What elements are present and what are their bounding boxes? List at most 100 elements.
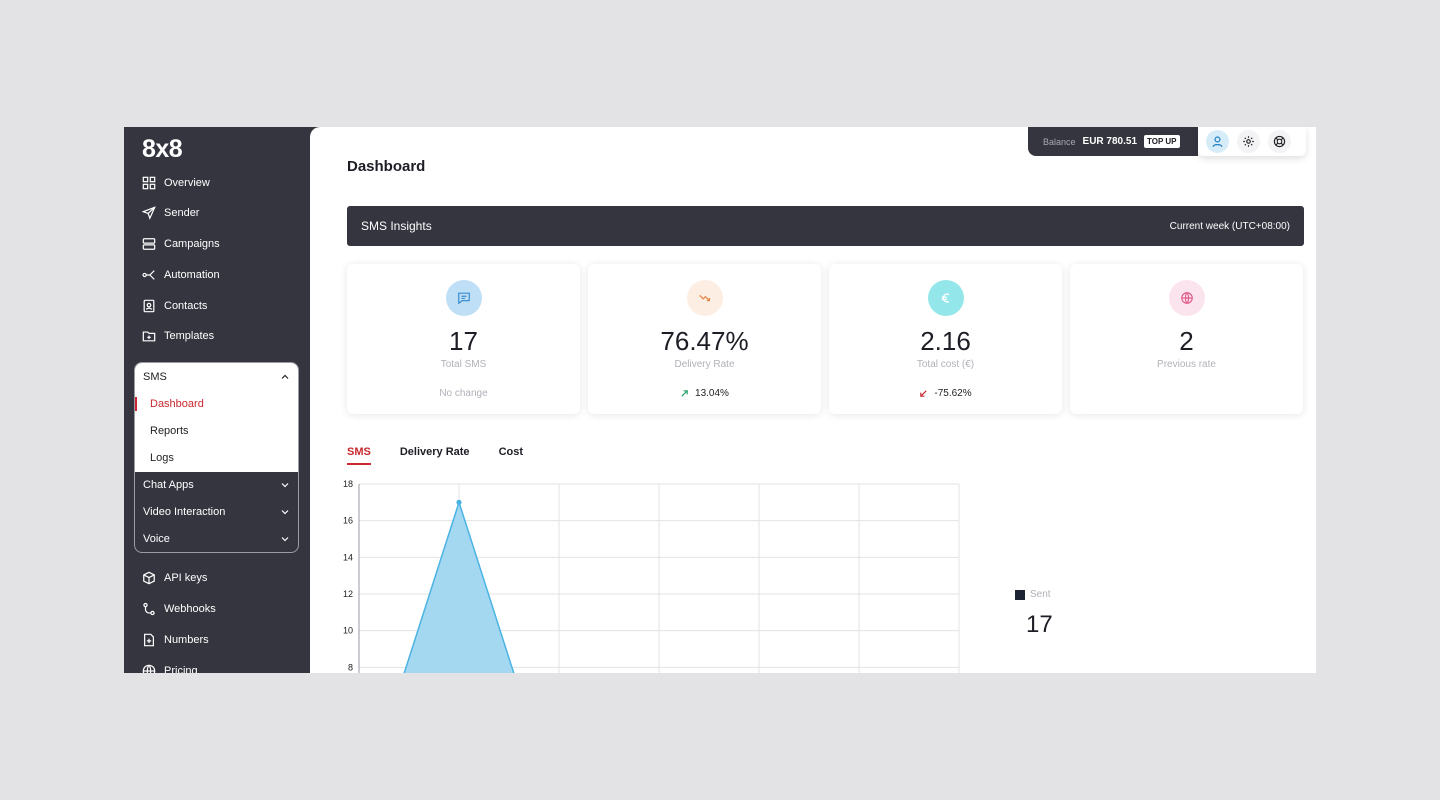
card-previous-rate: 2 Previous rate xyxy=(1070,264,1303,414)
nav-overview[interactable]: Overview xyxy=(142,172,210,194)
campaign-icon xyxy=(142,238,156,250)
series-area xyxy=(404,502,514,673)
settings-button[interactable] xyxy=(1237,130,1260,153)
voice-toggle[interactable]: Voice xyxy=(143,530,290,548)
globe-icon xyxy=(1181,292,1193,304)
profile-button[interactable] xyxy=(1206,130,1229,153)
chat-apps-toggle[interactable]: Chat Apps xyxy=(143,476,290,494)
card-total-sms: 17 Total SMS No change xyxy=(347,264,580,414)
sms-item-logs[interactable]: Logs xyxy=(150,452,174,464)
insights-title: SMS Insights xyxy=(361,219,432,233)
help-button[interactable] xyxy=(1268,130,1291,153)
card-icon-wrap xyxy=(1169,280,1205,316)
chat-apps-label: Chat Apps xyxy=(143,479,194,491)
nav-numbers-label: Numbers xyxy=(164,634,209,646)
card-change: -75.62% xyxy=(829,388,1062,399)
cube-icon xyxy=(143,571,155,585)
nav-contacts-label: Contacts xyxy=(164,300,208,312)
app-window: 8x8 Overview Sender Campaigns Automation… xyxy=(124,127,1316,673)
y-tick-label: 18 xyxy=(343,479,353,489)
page-title: Dashboard xyxy=(347,158,426,175)
user-icon xyxy=(1212,136,1223,148)
insights-range[interactable]: Current week (UTC+08:00) xyxy=(1169,220,1290,232)
brand-logo[interactable]: 8x8 xyxy=(142,135,183,163)
card-label: Total SMS xyxy=(440,359,487,370)
webhook-icon xyxy=(143,602,155,616)
main-content: Dashboard Balance EUR 780.51 TOP UP SMS … xyxy=(310,127,1316,673)
card-label: Total cost (€) xyxy=(916,359,975,370)
numbers-icon xyxy=(144,633,154,647)
card-icon-wrap xyxy=(687,280,723,316)
nav-automation-label: Automation xyxy=(164,269,220,281)
sms-item-reports[interactable]: Reports xyxy=(150,425,189,437)
arrow-down-left-icon xyxy=(920,390,927,397)
y-tick-label: 8 xyxy=(348,662,353,672)
sms-toggle[interactable]: SMS xyxy=(143,368,290,386)
lifebuoy-icon xyxy=(1273,135,1286,148)
nav-sender[interactable]: Sender xyxy=(142,202,199,224)
folder-plus-icon xyxy=(142,331,156,342)
sms-insights-bar: SMS Insights Current week (UTC+08:00) xyxy=(347,206,1304,246)
video-interaction-toggle[interactable]: Video Interaction xyxy=(143,503,290,521)
sms-label: SMS xyxy=(143,371,167,383)
nav-templates[interactable]: Templates xyxy=(142,325,214,347)
balance-bar: Balance EUR 780.51 TOP UP xyxy=(1028,127,1198,156)
card-change: No change xyxy=(347,388,580,399)
card-icon-wrap xyxy=(928,280,964,316)
products-menu: SMS Dashboard Reports Logs Chat Apps Vid… xyxy=(134,362,299,553)
tab-cost[interactable]: Cost xyxy=(498,446,524,458)
card-change-text: No change xyxy=(439,388,488,399)
nav-contacts[interactable]: Contacts xyxy=(142,295,207,317)
globe-icon xyxy=(142,664,156,673)
card-value: 17 xyxy=(449,326,478,356)
y-tick-label: 14 xyxy=(343,552,353,562)
nav-api-keys[interactable]: API keys xyxy=(142,567,207,589)
nav-pricing[interactable]: Pricing xyxy=(142,660,198,673)
card-label: Previous rate xyxy=(1157,359,1216,370)
video-interaction-label: Video Interaction xyxy=(143,506,226,518)
nav-api-keys-label: API keys xyxy=(164,572,208,584)
topup-button[interactable]: TOP UP xyxy=(1144,135,1180,148)
card-total-cost: 2.16 Total cost (€) -75.62% xyxy=(829,264,1062,414)
nav-campaigns[interactable]: Campaigns xyxy=(142,233,220,255)
grid-icon xyxy=(142,176,156,190)
legend-swatch xyxy=(1015,589,1025,600)
nav-templates-label: Templates xyxy=(164,330,215,342)
nav-numbers[interactable]: Numbers xyxy=(142,629,209,651)
voice-label: Voice xyxy=(143,533,170,545)
data-point xyxy=(456,499,462,505)
y-tick-label: 16 xyxy=(343,516,353,526)
trend-down-icon xyxy=(699,294,711,302)
legend-label: Sent xyxy=(1030,589,1051,600)
y-tick-label: 10 xyxy=(343,626,353,636)
card-delivery-rate: 76.47% Delivery Rate 13.04% xyxy=(588,264,821,414)
nav-pricing-label: Pricing xyxy=(164,665,198,673)
gear-icon xyxy=(1243,136,1254,147)
balance-label: Balance xyxy=(1043,136,1076,147)
y-tick-label: 12 xyxy=(343,589,353,599)
nav-webhooks[interactable]: Webhooks xyxy=(142,598,216,620)
chevron-down-icon xyxy=(281,483,289,488)
tab-delivery-rate[interactable]: Delivery Rate xyxy=(399,446,470,458)
sms-item-dashboard[interactable]: Dashboard xyxy=(135,394,298,414)
chevron-up-icon xyxy=(281,374,289,379)
card-change: 13.04% xyxy=(588,388,821,399)
tab-sms[interactable]: SMS xyxy=(347,446,371,465)
send-icon xyxy=(142,206,156,220)
nav-overview-label: Overview xyxy=(164,177,210,189)
legend-value: 17 xyxy=(1026,611,1053,638)
message-icon xyxy=(458,292,470,305)
balance-value: EUR 780.51 xyxy=(1082,136,1138,147)
card-change-text: 13.04% xyxy=(695,388,729,399)
chart-legend: Sent xyxy=(1015,589,1051,600)
automation-icon xyxy=(142,270,155,280)
header-actions xyxy=(1198,127,1306,156)
card-value: 76.47% xyxy=(660,326,749,356)
chart-tabs: SMS Delivery Rate Cost xyxy=(347,446,523,465)
sms-section: SMS Dashboard Reports Logs xyxy=(135,363,298,472)
card-value: 2 xyxy=(1179,326,1194,356)
sidebar: 8x8 Overview Sender Campaigns Automation… xyxy=(124,127,310,673)
nav-automation[interactable]: Automation xyxy=(142,264,220,286)
nav-webhooks-label: Webhooks xyxy=(164,603,216,615)
arrow-up-right-icon xyxy=(681,390,688,397)
